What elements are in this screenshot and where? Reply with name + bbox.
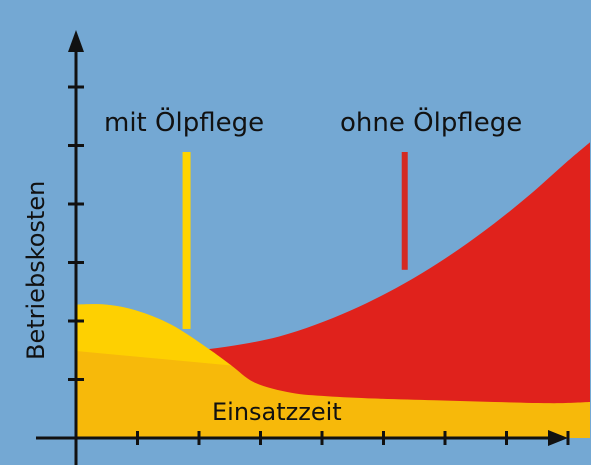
series-area-mit-oelpflege <box>76 304 590 438</box>
series-area-mit-oelpflege-highlight <box>76 304 232 366</box>
y-axis-label: Betriebskosten <box>22 181 50 360</box>
x-axis-arrow-icon <box>548 430 568 446</box>
annotation-label-ohne-oelpflege: ohne Ölpflege <box>340 106 522 138</box>
y-axis-arrow-icon <box>68 30 84 52</box>
x-axis-ticks <box>136 431 570 445</box>
annotation-marker-mit-oelpflege <box>182 152 191 329</box>
y-axis-ticks <box>68 85 84 381</box>
x-axis-label: Einsatzzeit <box>212 398 342 426</box>
annotation-marker-ohne-oelpflege <box>401 152 408 270</box>
annotation-label-mit-oelpflege: mit Ölpflege <box>104 106 264 138</box>
